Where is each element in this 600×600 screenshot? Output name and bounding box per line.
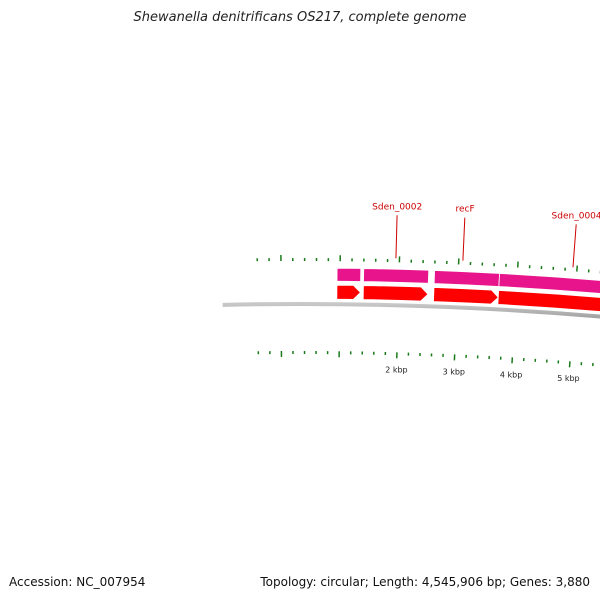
label-callout-line <box>462 217 466 261</box>
label-callout-line <box>395 215 398 259</box>
feature-label: Sden_0004 <box>552 211 600 221</box>
axis-label: 4 kbp <box>500 370 522 379</box>
forward-cds-segment <box>433 270 501 287</box>
outer-tick-marks <box>256 255 600 274</box>
accession-text: Accession: NC_007954 <box>9 575 146 589</box>
forward-cds-segment <box>498 273 600 294</box>
inner-tick-marks <box>257 351 594 368</box>
forward-cds-segment <box>336 267 362 282</box>
forward-gene-arrow <box>497 290 600 312</box>
backbone-arc <box>222 302 600 319</box>
label-callout-line <box>572 224 577 268</box>
feature-label: Sden_0002 <box>372 202 422 212</box>
axis-label: 2 kbp <box>385 365 407 374</box>
forward-gene-arrow <box>336 284 361 300</box>
forward-gene-arrow <box>433 287 499 305</box>
forward-gene-arrow <box>362 285 429 302</box>
axis-label: 5 kbp <box>557 374 579 383</box>
feature-label-callouts: Sden_0002recFSden_0004Sden_0007Sden_0005… <box>372 202 600 268</box>
feature-track <box>336 267 600 312</box>
feature-label: recF <box>456 205 475 215</box>
axis-label: 3 kbp <box>443 367 465 376</box>
genome-backbone <box>222 302 600 319</box>
topology-summary-text: Topology: circular; Length: 4,545,906 bp… <box>260 575 590 589</box>
map-title: Shewanella denitrificans OS217, complete… <box>133 10 467 25</box>
forward-cds-segment <box>363 268 430 284</box>
